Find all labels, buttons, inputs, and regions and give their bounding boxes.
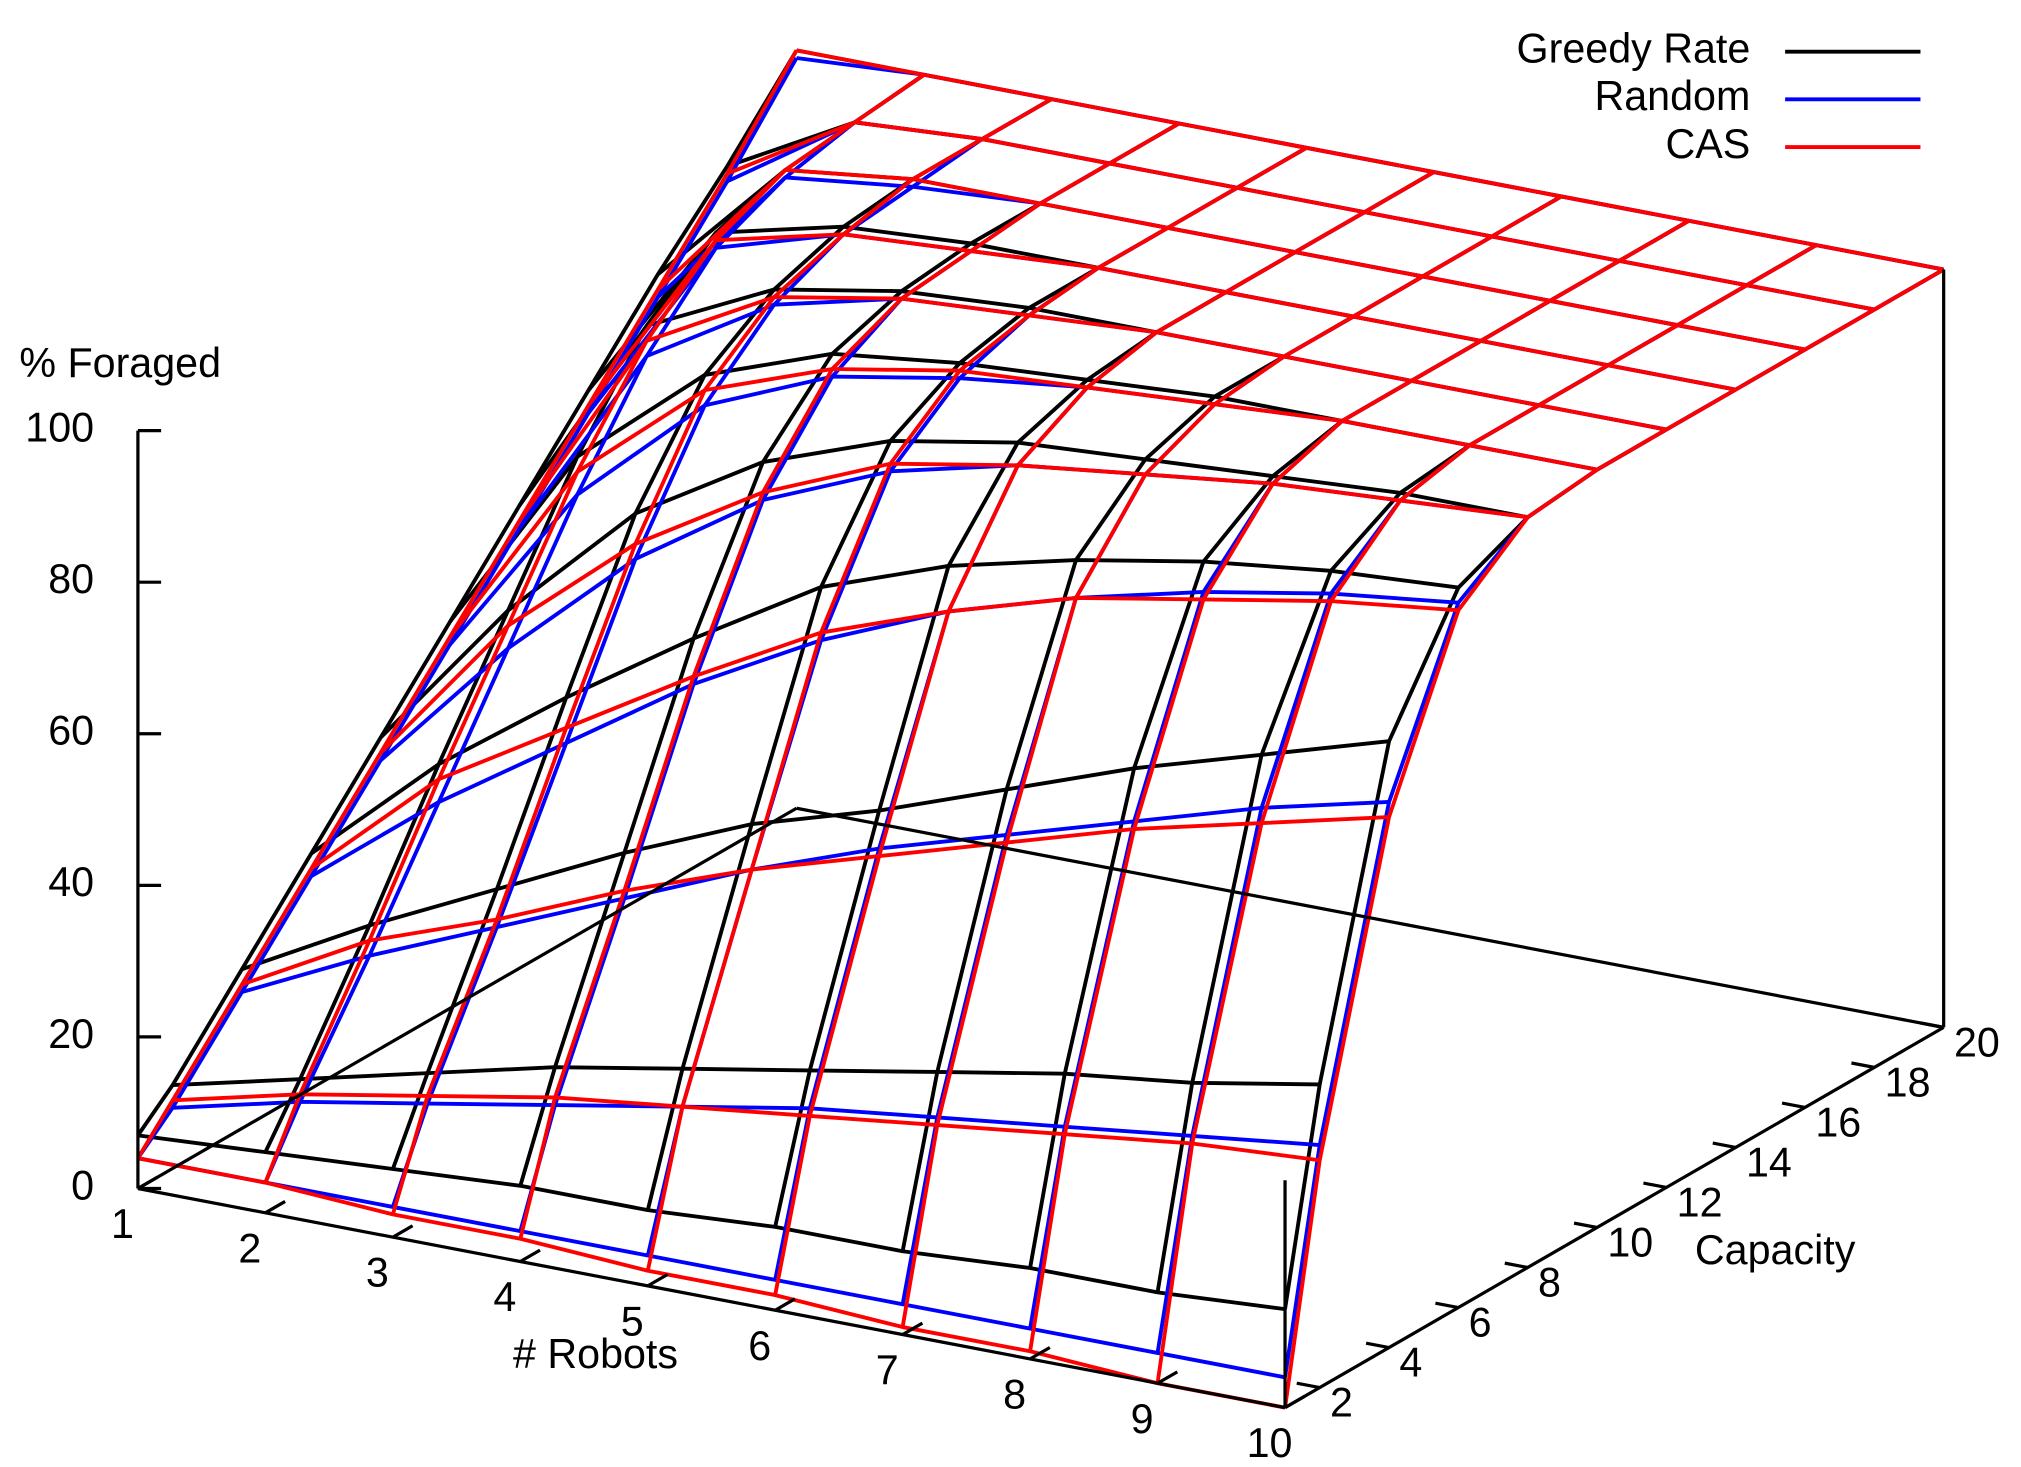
surface-line [586, 232, 1736, 407]
legend-label: CAS [1666, 121, 1751, 167]
y-tick-label: 6 [1469, 1299, 1492, 1345]
y-tick [1435, 1301, 1459, 1310]
surface-line [726, 120, 1875, 312]
z-tick-label: 60 [48, 708, 94, 754]
y-tick [1365, 1341, 1390, 1350]
surface-line [1283, 267, 1945, 1310]
surface-line [241, 800, 1390, 994]
x-tick [774, 1297, 796, 1312]
y-tick [1851, 1061, 1875, 1069]
z-tick-label: 80 [48, 556, 94, 602]
surface-line [241, 815, 1390, 987]
y-tick-label: 20 [1954, 1019, 2000, 1065]
x-tick-label: 7 [876, 1347, 899, 1393]
x-tick [392, 1224, 414, 1239]
y-tick-label: 16 [1815, 1099, 1861, 1145]
surface-line [517, 295, 1667, 523]
x-tick-label: 1 [111, 1201, 134, 1247]
surface-line [172, 1099, 1320, 1147]
surface-line [900, 194, 1563, 1252]
z-tick-label: 40 [48, 859, 94, 905]
y-tick [1504, 1261, 1528, 1270]
y-tick-label: 4 [1399, 1339, 1422, 1385]
surface-line [241, 739, 1390, 972]
y-tick [1296, 1381, 1321, 1390]
x-tick [519, 1248, 541, 1263]
surface-line [900, 194, 1563, 1328]
y-tick [1643, 1181, 1667, 1190]
y-tick-label: 8 [1538, 1259, 1561, 1305]
x-tick-label: 3 [366, 1250, 389, 1296]
surface-line [1283, 267, 1945, 1378]
x-tick-label: 4 [493, 1274, 516, 1320]
x-tick [264, 1200, 286, 1215]
x-tick [901, 1321, 924, 1336]
x-tick-label: 9 [1131, 1396, 1154, 1442]
axis-line [1284, 1025, 1945, 1409]
surface-line [310, 558, 1459, 856]
y-tick-label: 12 [1677, 1179, 1723, 1225]
surface-line [172, 1092, 1320, 1163]
surface-line [656, 168, 1806, 352]
x-tick-label: 8 [1003, 1371, 1026, 1417]
axis-line [137, 806, 798, 1190]
surface-line [656, 168, 1806, 352]
y-tick-label: 14 [1746, 1139, 1792, 1185]
legend-label: Greedy Rate [1517, 26, 1751, 72]
y-tick [1781, 1101, 1806, 1110]
y-tick-label: 10 [1607, 1219, 1653, 1265]
z-axis-label: % Foraged [19, 340, 221, 386]
surface-line [137, 1156, 1286, 1410]
x-tick [1156, 1370, 1179, 1385]
y-tick-label: 18 [1885, 1059, 1931, 1105]
surface-line [796, 48, 1945, 272]
z-tick-label: 0 [71, 1162, 94, 1208]
x-tick-label: 2 [238, 1225, 261, 1271]
x-tick [137, 1175, 159, 1190]
x-tick [1284, 1394, 1306, 1409]
surface-line [448, 367, 1598, 639]
x-tick [646, 1273, 669, 1288]
surfaces [136, 48, 1945, 1410]
y-tick [1573, 1221, 1598, 1230]
surface-line [137, 1133, 1286, 1312]
axes: 020406080100123456789102468101214161820G… [25, 26, 2000, 1467]
y-axis-label: Capacity [1695, 1227, 1856, 1273]
surface-line [172, 1065, 1320, 1088]
surface-line [310, 590, 1459, 878]
y-tick-label: 2 [1330, 1380, 1353, 1426]
axis-line [137, 1186, 1286, 1410]
z-tick-label: 100 [25, 404, 94, 450]
surface-line [518, 121, 1180, 1187]
axis-line [796, 806, 1944, 1029]
surface-line [773, 170, 1435, 1296]
x-tick-label: 10 [1247, 1420, 1293, 1466]
surface-line [137, 1156, 1286, 1380]
surface-line [310, 595, 1459, 871]
z-tick-label: 20 [48, 1011, 94, 1057]
surface-line [379, 438, 1529, 739]
x-tick-label: 6 [748, 1323, 771, 1369]
y-tick [1712, 1141, 1736, 1150]
surface-line [379, 461, 1528, 755]
x-tick [1029, 1346, 1051, 1361]
y-tick [1920, 1021, 1944, 1029]
x-tick-label: 5 [621, 1298, 644, 1344]
legend-label: Random [1594, 73, 1750, 119]
x-axis-label: # Robots [513, 1331, 678, 1377]
